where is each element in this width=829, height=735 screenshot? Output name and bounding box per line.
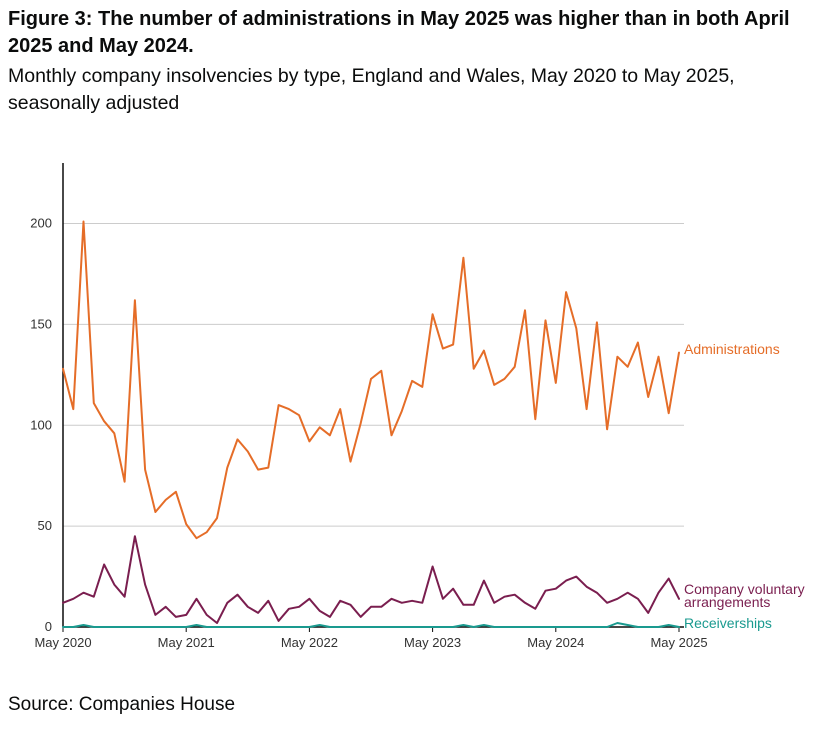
axes: 0 50 100 150 200 May 2020 May 2021 May 2022 May … bbox=[30, 163, 708, 650]
series-lines bbox=[62, 220, 680, 628]
x-tick-label: May 2025 bbox=[650, 635, 707, 650]
x-tick-label: May 2022 bbox=[281, 635, 338, 650]
receiverships-line bbox=[62, 622, 680, 628]
cva-line bbox=[62, 535, 680, 624]
series-label-cva: Company voluntary arrangements bbox=[684, 581, 805, 610]
x-tick-label: May 2020 bbox=[34, 635, 91, 650]
source-note: Source: Companies House bbox=[8, 694, 236, 715]
x-tick-label: May 2021 bbox=[158, 635, 215, 650]
y-tick-label: 150 bbox=[30, 316, 52, 331]
y-tick-label: 0 bbox=[45, 619, 52, 634]
series-label-receiverships: Receiverships bbox=[684, 615, 772, 631]
x-tick-label: May 2023 bbox=[404, 635, 461, 650]
chart-subtitle: Monthly company insolvencies by type, En… bbox=[8, 65, 735, 114]
y-tick-label: 50 bbox=[38, 518, 52, 533]
chart-title: Figure 3: The number of administrations … bbox=[8, 8, 790, 57]
x-tick-label: May 2024 bbox=[527, 635, 584, 650]
administrations-line bbox=[62, 220, 680, 540]
series-labels: Administrations Company voluntary arrangem… bbox=[684, 341, 805, 631]
y-tick-label: 100 bbox=[30, 417, 52, 432]
gridlines bbox=[63, 223, 684, 527]
series-label-administrations: Administrations bbox=[684, 341, 780, 357]
y-tick-label: 200 bbox=[30, 216, 52, 231]
